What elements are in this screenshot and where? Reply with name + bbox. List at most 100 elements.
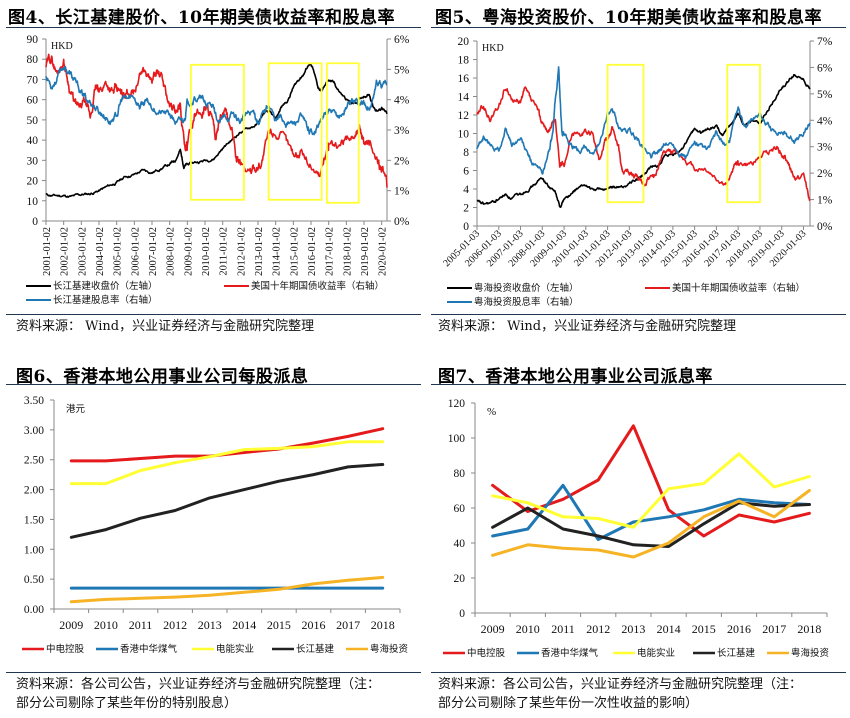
legend-label: 中电控股 [46, 643, 85, 655]
right-tick-label: 4% [817, 115, 833, 127]
right-tick-label: 7% [817, 36, 833, 48]
x-tick-label: 2009 [481, 622, 505, 636]
x-tick-label: 2016 [727, 622, 751, 636]
x-tick-label: 2011-01-02 [219, 227, 230, 276]
y-tick-label: 3.00 [24, 425, 44, 437]
legend-label: 电能实业 [637, 647, 675, 659]
y-tick-label: 1.00 [24, 544, 44, 556]
left-tick-label: 2 [463, 203, 469, 215]
right-tick-label: 6% [394, 34, 410, 46]
legend-label: 粤海投资 [370, 643, 409, 655]
left-tick-label: 0 [463, 221, 469, 233]
x-tick-label: 2012 [163, 618, 187, 632]
highlight-box [726, 63, 761, 204]
left-tick-label: 0 [32, 216, 38, 228]
y-tick-label: 20 [454, 573, 466, 585]
legend-label: 长江基建 [296, 643, 335, 655]
legend-label: 粤海投资收盘价（左轴） [474, 282, 579, 294]
legend-label: 长江基建股息率（右轴） [53, 294, 158, 306]
series-line-4 [69, 463, 385, 539]
series-line-3 [476, 66, 811, 175]
series-line-2 [491, 483, 811, 541]
y-tick-label: 0.00 [24, 604, 44, 616]
fig6-source-line2: 部分公司剔除了某些年份的特别股息） [16, 696, 238, 711]
x-tick-label: 2017 [762, 622, 786, 636]
x-tick-label: 2018 [797, 622, 821, 636]
x-tick-label: 2008-01-02 [166, 227, 177, 276]
fig5-chart: 024681012141618200%1%2%3%4%5%6%7%HKD2005… [441, 36, 833, 308]
series-line-2 [45, 53, 388, 188]
legend-label: 香港中华煤气 [541, 647, 599, 659]
fig7-source-line1: 资料来源：各公司公告，兴业证券经济与金融研究院整理（注： [438, 677, 803, 692]
x-tick-label: 2009 [59, 618, 83, 632]
fig5-title: 图5、粤海投资股价、10年期美债收益率和股息率 [435, 8, 822, 28]
fig6-chart: 0.00 0.50 1.00 1.50 2.00 2.50 3.00 3.50 2009 2010… [22, 395, 409, 655]
legend-label: 粤海投资 [791, 647, 830, 659]
series-line-3 [45, 65, 388, 136]
x-tick-label: 2010 [94, 618, 118, 632]
legend-label: 中电控股 [467, 647, 506, 659]
y-tick-label: 0.50 [24, 574, 44, 586]
x-tick-label: 2013 [621, 622, 645, 636]
y-tick-label: 0 [459, 608, 465, 620]
legend-label: 美国十年期国债收益率（右轴） [672, 282, 805, 294]
right-tick-label: 3% [394, 125, 410, 137]
series-line-2 [476, 86, 811, 201]
x-tick-label: 2017-01-02 [325, 227, 336, 276]
x-tick-label: 2012-01-02 [236, 227, 247, 276]
left-tick-label: 12 [458, 110, 470, 122]
right-tick-label: 2% [817, 168, 833, 180]
series-line-3 [69, 440, 385, 486]
x-tick-label: 2018 [371, 618, 395, 632]
y-tick-label: 120 [448, 398, 466, 410]
left-tick-label: 70 [27, 74, 39, 86]
fig4-source-rule [6, 314, 421, 315]
y-unit-label: % [487, 406, 496, 418]
right-tick-label: 6% [817, 62, 833, 74]
x-tick-label: 2013-01-02 [254, 227, 265, 276]
x-tick-label: 2015-01-02 [289, 227, 300, 276]
left-tick-label: 40 [27, 135, 39, 147]
fig6-title: 图6、香港本地公用事业公司每股派息 [16, 367, 309, 387]
y-tick-label: 3.50 [24, 395, 44, 407]
left-tick-label: 50 [27, 115, 39, 127]
x-tick-label: 2010 [516, 622, 540, 636]
highlight-box [326, 62, 360, 204]
highlight-box [267, 62, 323, 201]
right-tick-label: 2% [394, 155, 410, 167]
x-tick-label: 2010-01-02 [201, 227, 212, 276]
fig6-source-line1: 资料来源：各公司公告，兴业证券经济与金融研究院整理（注： [16, 677, 381, 692]
fig5-source-rule [431, 314, 846, 315]
y-tick-label: 2.00 [24, 485, 44, 497]
legend-label: 粤海投资股息率（右轴） [474, 296, 579, 308]
x-tick-label: 2009-01-02 [183, 227, 194, 276]
x-tick-label: 2014 [232, 618, 256, 632]
left-tick-label: 60 [27, 95, 39, 107]
right-tick-label: 4% [394, 95, 410, 107]
fig7-title-rule [431, 384, 846, 385]
fig4-title: 图4、长江基建股价、10年期美债收益率和股息率 [8, 8, 395, 28]
left-tick-label: 20 [458, 36, 470, 48]
y-unit-label: 港元 [66, 403, 86, 415]
x-tick-label: 2019-01-02 [360, 227, 371, 276]
left-tick-label: 10 [458, 129, 470, 141]
fig7-title: 图7、香港本地公用事业公司派息率 [438, 367, 713, 387]
x-tick-label: 2016-01-02 [307, 227, 318, 276]
series-line-3 [491, 452, 811, 529]
left-unit-label: HKD [482, 43, 504, 54]
fig7-source-line2: 部分公司剔除了某些年份一次性收益的影响） [438, 696, 699, 711]
left-tick-label: 6 [463, 166, 469, 178]
left-tick-label: 30 [27, 155, 39, 167]
fig7-source-rule [431, 672, 846, 673]
left-tick-label: 18 [458, 55, 470, 67]
legend-label: 电能实业 [216, 643, 254, 655]
y-tick-label: 40 [454, 538, 466, 550]
x-tick-label: 2011 [129, 618, 153, 632]
legend-label: 香港中华煤气 [120, 643, 178, 655]
x-tick-label: 2005-01-02 [113, 227, 124, 276]
fig4-title-rule [6, 27, 421, 28]
legend-label: 长江基建收盘价（左轴） [53, 280, 158, 292]
series-line-1 [45, 63, 388, 198]
fig7-chart: 0 20 40 60 80 100 120 2009 2010 2011 2012 2013 2014 2… [443, 398, 830, 659]
highlight-box [606, 63, 645, 204]
